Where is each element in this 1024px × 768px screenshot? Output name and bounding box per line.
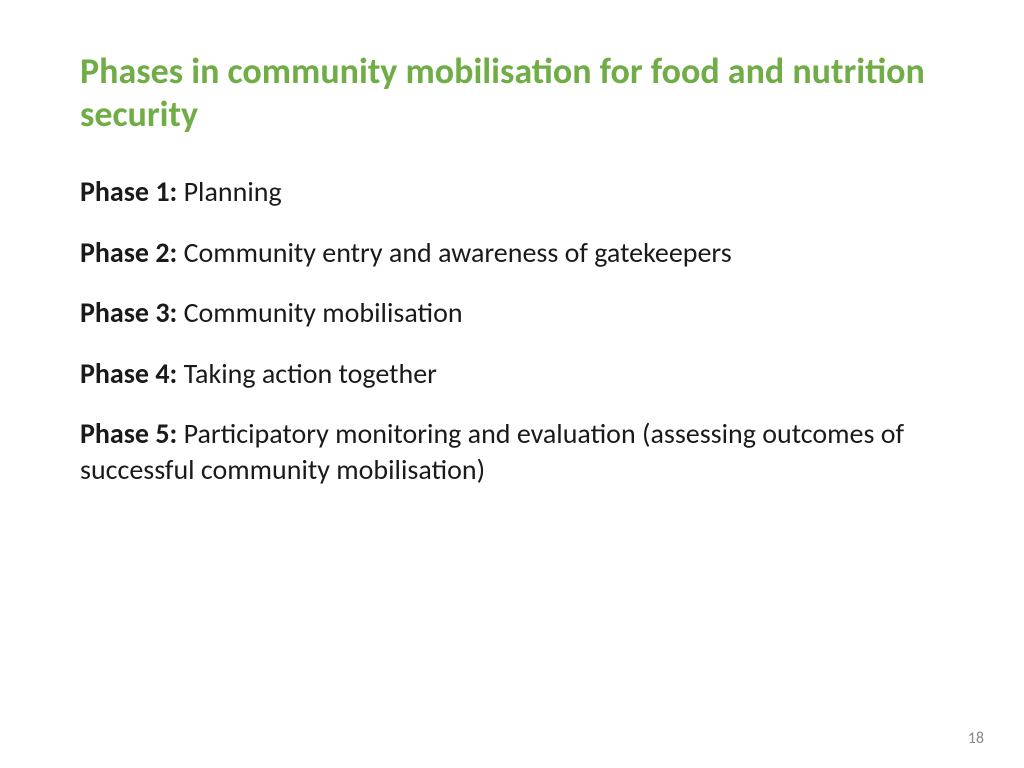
- phase-item: Phase 4: Taking action together: [80, 356, 944, 392]
- phase-item: Phase 2: Community entry and awareness o…: [80, 235, 944, 271]
- page-number: 18: [968, 729, 984, 748]
- phase-label: Phase 1:: [80, 174, 177, 209]
- phase-label: Phase 4:: [80, 356, 177, 391]
- phase-label: Phase 2:: [80, 235, 177, 270]
- phase-description: Participatory monitoring and evaluation …: [80, 416, 904, 487]
- phase-description: Planning: [177, 174, 281, 209]
- phase-item: Phase 3: Community mobilisation: [80, 295, 944, 331]
- phase-description: Community mobilisation: [177, 295, 462, 330]
- slide-title: Phases in community mobilisation for foo…: [80, 50, 944, 136]
- phase-item: Phase 5: Participatory monitoring and ev…: [80, 416, 944, 489]
- phases-list: Phase 1: Planning Phase 2: Community ent…: [80, 174, 944, 488]
- phase-description: Community entry and awareness of gatekee…: [177, 235, 731, 270]
- phase-description: Taking action together: [177, 356, 437, 391]
- phase-label: Phase 5:: [80, 416, 177, 451]
- phase-item: Phase 1: Planning: [80, 174, 944, 210]
- phase-label: Phase 3:: [80, 295, 177, 330]
- slide-container: Phases in community mobilisation for foo…: [0, 0, 1024, 768]
